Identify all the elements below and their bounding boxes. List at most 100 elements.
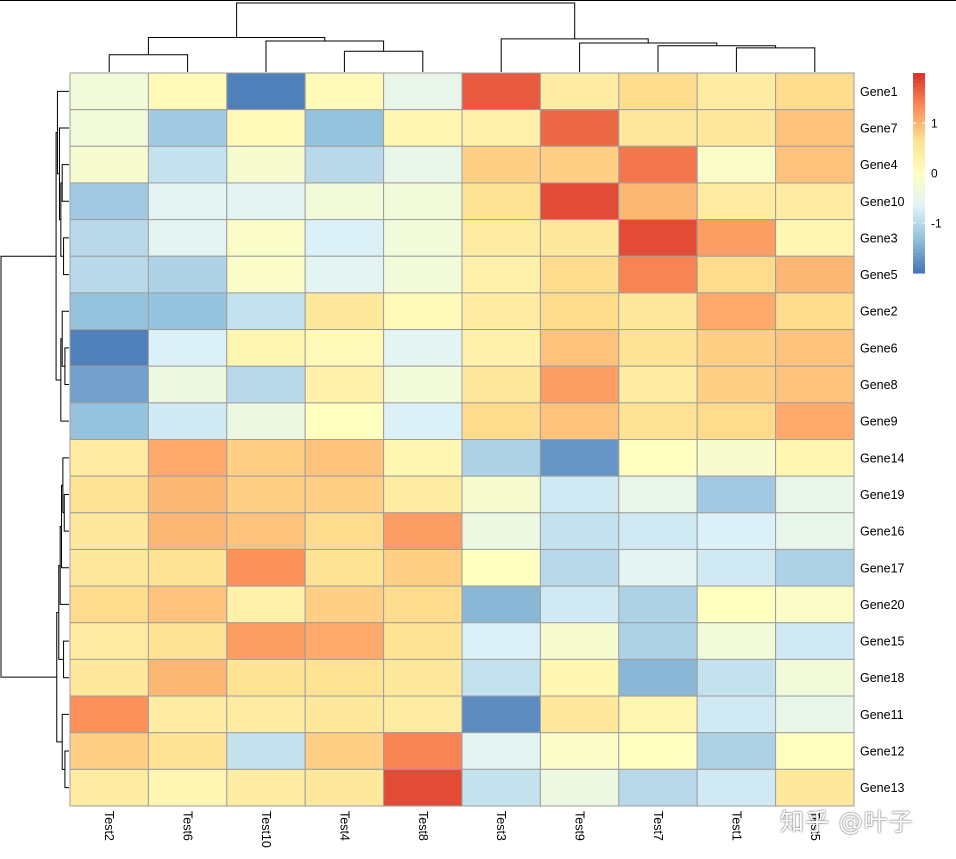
- column-label-test7: Test7: [651, 811, 665, 841]
- column-label-test8: Test8: [416, 811, 430, 841]
- heatmap-cell-gene18-test4: [304, 658, 385, 697]
- heatmap-cell-gene8-test7: [618, 365, 698, 404]
- heatmap-cell-gene9-test3: [461, 402, 541, 441]
- legend-swatch: [913, 253, 925, 257]
- heatmap-cell-gene1-test9: [539, 72, 620, 111]
- legend-swatch: [913, 256, 925, 261]
- row-dendrogram-branch-16: [64, 750, 69, 789]
- row-label-gene1: Gene1: [860, 85, 898, 99]
- legend-swatch: [913, 136, 925, 141]
- legend-swatch: [913, 123, 925, 127]
- heatmap-cell-gene16-test3: [461, 512, 541, 550]
- heatmap-cell-gene19-test10: [226, 475, 306, 514]
- row-label-gene10: Gene10: [860, 195, 905, 209]
- legend-swatch: [913, 113, 925, 117]
- heatmap-cell-gene13-test2: [69, 768, 149, 807]
- row-dendrogram-branch-17: [61, 713, 69, 770]
- heatmap-cell-gene13-test1: [696, 768, 777, 807]
- column-dendrogram-branch-8: [500, 38, 649, 72]
- heatmap-cell-gene11-test10: [226, 695, 306, 734]
- legend-swatch: [913, 199, 925, 204]
- legend-swatch: [913, 159, 925, 164]
- heatmap-cell-gene8-test10: [226, 365, 306, 404]
- heatmap-cell-gene3-test6: [147, 219, 228, 257]
- row-dendrogram-branch-15: [58, 564, 64, 660]
- legend-swatch: [913, 133, 925, 137]
- legend-swatch: [913, 156, 925, 161]
- row-label-gene11: Gene11: [860, 708, 904, 722]
- heatmap-cell-gene10-test5: [775, 182, 855, 221]
- column-dendrogram-branch-1: [108, 54, 189, 72]
- legend-tick-label: 0: [931, 167, 938, 181]
- heatmap-cell-gene2-test3: [461, 292, 541, 331]
- heatmap-cell-gene13-test10: [226, 768, 306, 807]
- legend-swatch: [913, 176, 925, 181]
- row-dendrogram-branch-14: [63, 640, 69, 679]
- legend-swatch: [913, 163, 925, 167]
- row-label-gene20: Gene20: [860, 598, 905, 612]
- heatmap-cell-gene5-test3: [461, 255, 541, 294]
- heatmap-cell-gene6-test4: [304, 329, 385, 367]
- heatmap-cell-gene15-test4: [304, 622, 385, 660]
- legend-swatch: [913, 186, 925, 191]
- row-label-gene9: Gene9: [860, 415, 898, 429]
- heatmap-cell-gene1-test6: [147, 72, 228, 111]
- heatmap-cell-gene5-test9: [539, 255, 620, 294]
- heatmap-cell-gene11-test1: [696, 695, 777, 734]
- heatmap-cell-gene15-test3: [461, 622, 541, 660]
- legend-swatch: [913, 129, 925, 134]
- heatmap-cell-gene5-test8: [383, 255, 463, 294]
- heatmap-cell-gene15-test6: [147, 622, 228, 660]
- heatmap-cell-gene3-test1: [696, 219, 777, 257]
- heatmap-cell-gene4-test8: [383, 145, 463, 184]
- heatmap-cell-gene4-test7: [618, 145, 698, 184]
- heatmap-cell-gene9-test7: [618, 402, 698, 441]
- heatmap-cell-gene8-test8: [383, 365, 463, 404]
- row-label-gene8: Gene8: [860, 378, 898, 392]
- legend-tick-label: -1: [931, 217, 942, 231]
- heatmap-cell-gene6-test1: [696, 329, 777, 367]
- row-label-gene17: Gene17: [860, 561, 905, 575]
- legend-swatch: [913, 239, 925, 244]
- heatmap-cell-gene20-test5: [775, 585, 855, 624]
- heatmap-cell-gene12-test5: [775, 732, 855, 770]
- row-label-gene18: Gene18: [860, 671, 905, 685]
- heatmap-cell-gene7-test8: [383, 109, 463, 147]
- column-dendrogram: [108, 2, 816, 72]
- heatmap-cell-gene5-test2: [69, 255, 149, 294]
- row-label-gene4: Gene4: [860, 158, 898, 172]
- legend-swatch: [913, 173, 925, 177]
- heatmap-cell-gene13-test6: [147, 768, 228, 807]
- legend-swatch: [913, 93, 925, 97]
- heatmap-cell-gene11-test6: [147, 695, 228, 734]
- heatmap-cell-gene3-test5: [775, 219, 855, 257]
- legend-tick-label: 1: [931, 117, 938, 131]
- heatmap-cell-gene2-test9: [539, 292, 620, 331]
- heatmap-cell-gene12-test2: [69, 732, 149, 770]
- heatmap-cell-gene15-test8: [383, 622, 463, 660]
- heatmap-cell-gene14-test2: [69, 439, 149, 477]
- row-dendrogram-branch-7: [61, 310, 69, 367]
- column-label-test9: Test9: [573, 811, 587, 841]
- row-label-gene14: Gene14: [860, 451, 905, 465]
- heatmap-cell-gene10-test8: [383, 182, 463, 221]
- heatmap-cell-gene8-test1: [696, 365, 777, 404]
- heatmap-cell-gene9-test9: [539, 402, 620, 441]
- heatmap-cell-gene15-test5: [775, 622, 855, 660]
- heatmap-cell-gene17-test8: [383, 548, 463, 587]
- row-label-gene2: Gene2: [860, 305, 898, 319]
- heatmap-cell-gene19-test5: [775, 475, 855, 514]
- heatmap-cell-gene6-test10: [226, 329, 306, 367]
- legend-swatch: [913, 79, 925, 84]
- heatmap-cell-gene9-test6: [147, 402, 228, 441]
- heatmap-cell-gene12-test8: [383, 732, 463, 770]
- heatmap-cell-gene20-test3: [461, 585, 541, 624]
- legend-swatch: [913, 126, 925, 131]
- top-border-line: [0, 0, 956, 1]
- heatmap-cell-gene3-test2: [69, 219, 149, 257]
- heatmap-cell-gene14-test7: [618, 439, 698, 477]
- column-label-test5: Test5: [808, 811, 822, 841]
- heatmap-cell-gene1-test7: [618, 72, 698, 111]
- heatmap-cell-gene18-test10: [226, 658, 306, 697]
- legend-swatch: [913, 166, 925, 171]
